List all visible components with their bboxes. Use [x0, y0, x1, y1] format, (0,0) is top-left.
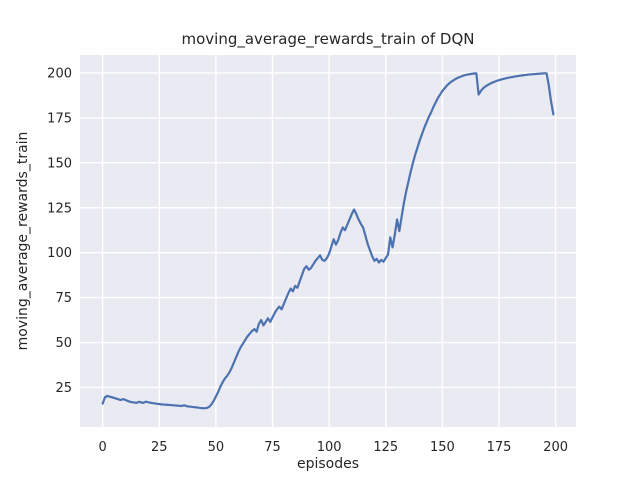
- x-tick-label: 0: [99, 440, 107, 455]
- axes-background: [80, 55, 576, 427]
- y-tick-label: 100: [47, 246, 72, 261]
- x-tick-label: 175: [487, 440, 512, 455]
- y-tick-label: 25: [55, 381, 72, 396]
- y-tick-label: 50: [55, 336, 72, 351]
- data-line-layer: [101, 72, 555, 410]
- x-axis-label: episodes: [297, 456, 359, 472]
- x-tick-label: 100: [317, 440, 342, 455]
- y-tick-label: 175: [47, 111, 72, 126]
- x-tick-label: 75: [264, 440, 281, 455]
- x-tick-label: 50: [208, 440, 225, 455]
- axes-background-layer: [80, 55, 576, 427]
- y-tick-label: 200: [47, 66, 72, 81]
- x-tick-label: 200: [543, 440, 568, 455]
- y-axis-label: moving_average_rewards_train: [15, 132, 31, 351]
- x-tick-label: 25: [151, 440, 168, 455]
- y-tick-labels-layer: 25 50 75 100 125 150 175 200: [47, 66, 72, 395]
- x-tick-label: 150: [430, 440, 455, 455]
- x-tick-labels-layer: 0 25 50 75 100 125 150 175 200: [99, 440, 569, 455]
- y-tick-label: 75: [55, 291, 72, 306]
- gridlines-layer: [80, 55, 576, 427]
- y-tick-label: 125: [47, 201, 72, 216]
- chart-title: moving_average_rewards_train of DQN: [181, 30, 474, 49]
- reward-curve: [101, 72, 555, 410]
- y-tick-label: 150: [47, 156, 72, 171]
- x-tick-label: 125: [373, 440, 398, 455]
